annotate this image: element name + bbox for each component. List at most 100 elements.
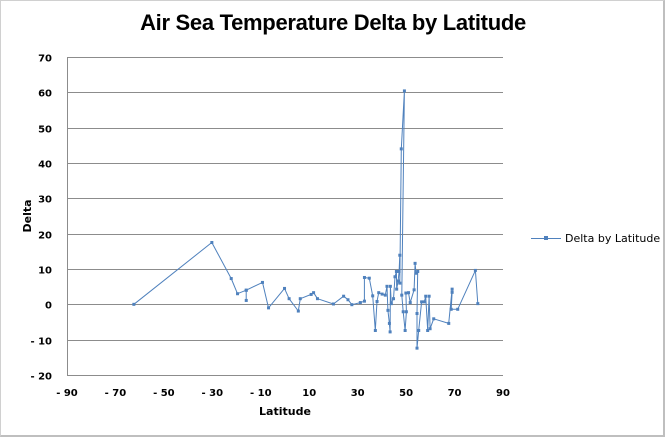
data-point [456,307,460,311]
y-tick-label: 20 [38,231,52,242]
data-point [367,276,371,280]
legend-line-marker-icon [531,236,561,240]
y-tick-labels: - 20 - 10 0 10 20 30 40 50 60 70 [30,54,52,383]
x-tick-label: 70 [448,388,462,399]
data-point [404,291,408,295]
y-axis-label: Delta [21,199,34,232]
data-point [428,327,432,331]
data-point [394,269,398,273]
data-point [377,291,381,295]
x-tick-label: 90 [496,388,510,399]
series-line [133,90,479,349]
data-point [393,275,397,279]
y-tick-label: 10 [38,266,52,277]
data-point [414,271,418,275]
data-point [229,277,233,281]
data-point [412,288,416,292]
x-tick-label: - 50 [153,388,175,399]
data-point [362,299,366,303]
data-point [380,292,384,296]
y-tick-label: - 10 [30,337,52,348]
x-tick-label: - 30 [202,388,224,399]
data-point [450,287,454,291]
data-point [427,294,431,298]
x-axis-label: Latitude [259,405,311,418]
y-tick-label: 60 [38,89,52,100]
data-point [331,302,335,306]
data-point [396,279,400,283]
data-point [358,301,362,305]
data-point [267,306,271,310]
data-point [424,294,428,298]
data-point [426,328,430,332]
data-point [389,302,393,306]
x-tick-label: 10 [302,388,316,399]
data-point [236,292,240,296]
data-point [296,309,300,313]
x-tick-label: - 10 [250,388,272,399]
data-point [401,310,405,314]
data-point [387,321,391,325]
data-point [449,307,453,311]
legend: Delta by Latitude [531,232,660,245]
x-tick-label: - 70 [105,388,127,399]
y-tick-label: 30 [38,195,52,206]
data-point [388,330,392,334]
data-point [404,310,408,314]
data-point [375,300,379,304]
chart-title: Air Sea Temperature Delta by Latitude [140,10,526,35]
y-tick-label: 50 [38,125,52,136]
data-point [298,297,302,301]
data-point [408,301,412,305]
data-series [132,89,480,350]
x-tick-label: 50 [399,388,413,399]
data-point [400,293,404,297]
data-point [373,328,377,332]
data-point [416,269,420,273]
data-point [398,281,402,285]
data-point [386,308,390,312]
data-point [346,298,350,302]
data-point [407,291,411,295]
data-point [450,290,454,294]
data-point [392,297,396,301]
data-point [397,269,401,273]
data-point [315,297,319,301]
gridlines [67,57,503,341]
data-point [385,284,389,288]
x-tick-label: - 90 [56,388,78,399]
data-point [473,268,477,272]
y-tick-label: - 20 [30,372,52,383]
x-tick-labels: - 90 - 70 - 50 - 30 - 10 10 30 50 70 90 [56,388,510,399]
data-point [244,288,248,292]
data-point [403,328,407,332]
y-tick-label: 70 [38,54,52,65]
legend-label: Delta by Latitude [565,232,661,245]
data-point [210,241,214,244]
data-point [447,321,451,325]
data-point [371,294,375,298]
data-point [342,294,346,298]
data-point [312,291,316,295]
data-point [283,286,287,290]
data-point [420,300,424,304]
data-point [309,292,313,296]
data-point [132,302,136,306]
data-point [415,346,419,350]
data-point [395,287,399,291]
data-point [383,293,387,297]
data-point [415,312,419,316]
data-point [476,302,480,306]
data-point [432,317,436,321]
data-point [422,300,426,304]
data-point [350,303,354,307]
data-point [362,275,366,279]
data-point [413,261,417,265]
data-point [402,89,406,93]
axes [67,57,503,376]
y-tick-label: 40 [38,160,52,171]
data-point [417,328,421,332]
data-point [399,147,403,151]
